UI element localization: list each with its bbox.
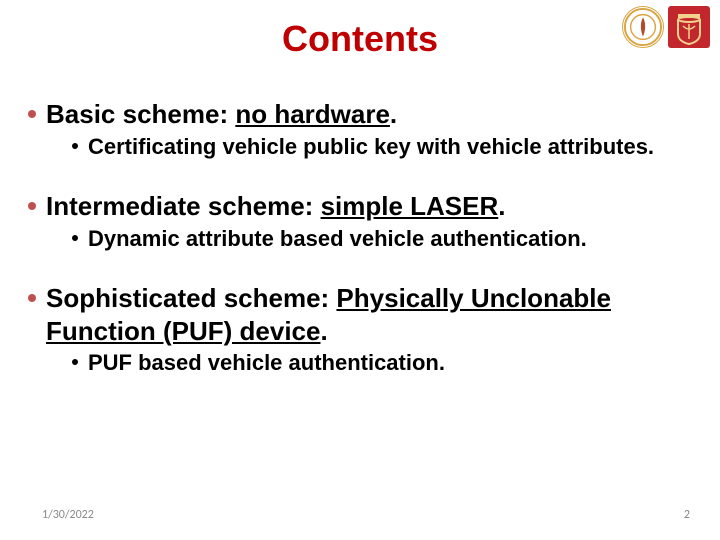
bullet-suffix: . bbox=[320, 316, 327, 346]
university-logo-1 bbox=[622, 6, 664, 48]
bullet-prefix: Basic scheme: bbox=[46, 99, 235, 129]
footer: 1/30/2022 2 bbox=[0, 508, 720, 522]
bullet-text: Basic scheme: no hardware. bbox=[46, 98, 397, 131]
bullet-text: Intermediate scheme: simple LASER. bbox=[46, 190, 506, 223]
bullet-dot-icon bbox=[28, 202, 36, 210]
bullet-suffix: . bbox=[498, 191, 505, 221]
footer-page-number: 2 bbox=[684, 508, 690, 522]
sub-bullet: PUF based vehicle authentication. bbox=[72, 349, 692, 377]
bullet-basic: Basic scheme: no hardware. bbox=[28, 98, 692, 131]
sub-bullet-dot-icon bbox=[72, 359, 78, 365]
bullet-underlined: no hardware bbox=[235, 99, 390, 129]
bullet-prefix: Sophisticated scheme: bbox=[46, 283, 336, 313]
section-sophisticated: Sophisticated scheme: Physically Unclona… bbox=[28, 282, 692, 377]
sub-list: Dynamic attribute based vehicle authenti… bbox=[28, 225, 692, 253]
content-area: Basic scheme: no hardware. Certificating… bbox=[0, 60, 720, 377]
sub-bullet: Dynamic attribute based vehicle authenti… bbox=[72, 225, 692, 253]
university-logo-2 bbox=[668, 6, 710, 48]
bullet-suffix: . bbox=[390, 99, 397, 129]
bullet-dot-icon bbox=[28, 294, 36, 302]
bullet-prefix: Intermediate scheme: bbox=[46, 191, 321, 221]
section-basic: Basic scheme: no hardware. Certificating… bbox=[28, 98, 692, 160]
sub-bullet-dot-icon bbox=[72, 143, 78, 149]
logo-bar bbox=[622, 6, 710, 48]
bullet-intermediate: Intermediate scheme: simple LASER. bbox=[28, 190, 692, 223]
footer-date: 1/30/2022 bbox=[42, 508, 94, 522]
slide-title: Contents bbox=[0, 0, 720, 60]
bullet-dot-icon bbox=[28, 110, 36, 118]
sub-list: Certificating vehicle public key with ve… bbox=[28, 133, 692, 161]
bullet-underlined: simple LASER bbox=[321, 191, 499, 221]
sub-bullet: Certificating vehicle public key with ve… bbox=[72, 133, 692, 161]
sub-bullet-text: Dynamic attribute based vehicle authenti… bbox=[88, 225, 587, 253]
bullet-text: Sophisticated scheme: Physically Unclona… bbox=[46, 282, 692, 347]
sub-bullet-text: PUF based vehicle authentication. bbox=[88, 349, 445, 377]
sub-bullet-dot-icon bbox=[72, 235, 78, 241]
sub-bullet-text: Certificating vehicle public key with ve… bbox=[88, 133, 654, 161]
bullet-sophisticated: Sophisticated scheme: Physically Unclona… bbox=[28, 282, 692, 347]
section-intermediate: Intermediate scheme: simple LASER. Dynam… bbox=[28, 190, 692, 252]
sub-list: PUF based vehicle authentication. bbox=[28, 349, 692, 377]
slide: Contents Basic scheme: no hardware. Cert… bbox=[0, 0, 720, 540]
